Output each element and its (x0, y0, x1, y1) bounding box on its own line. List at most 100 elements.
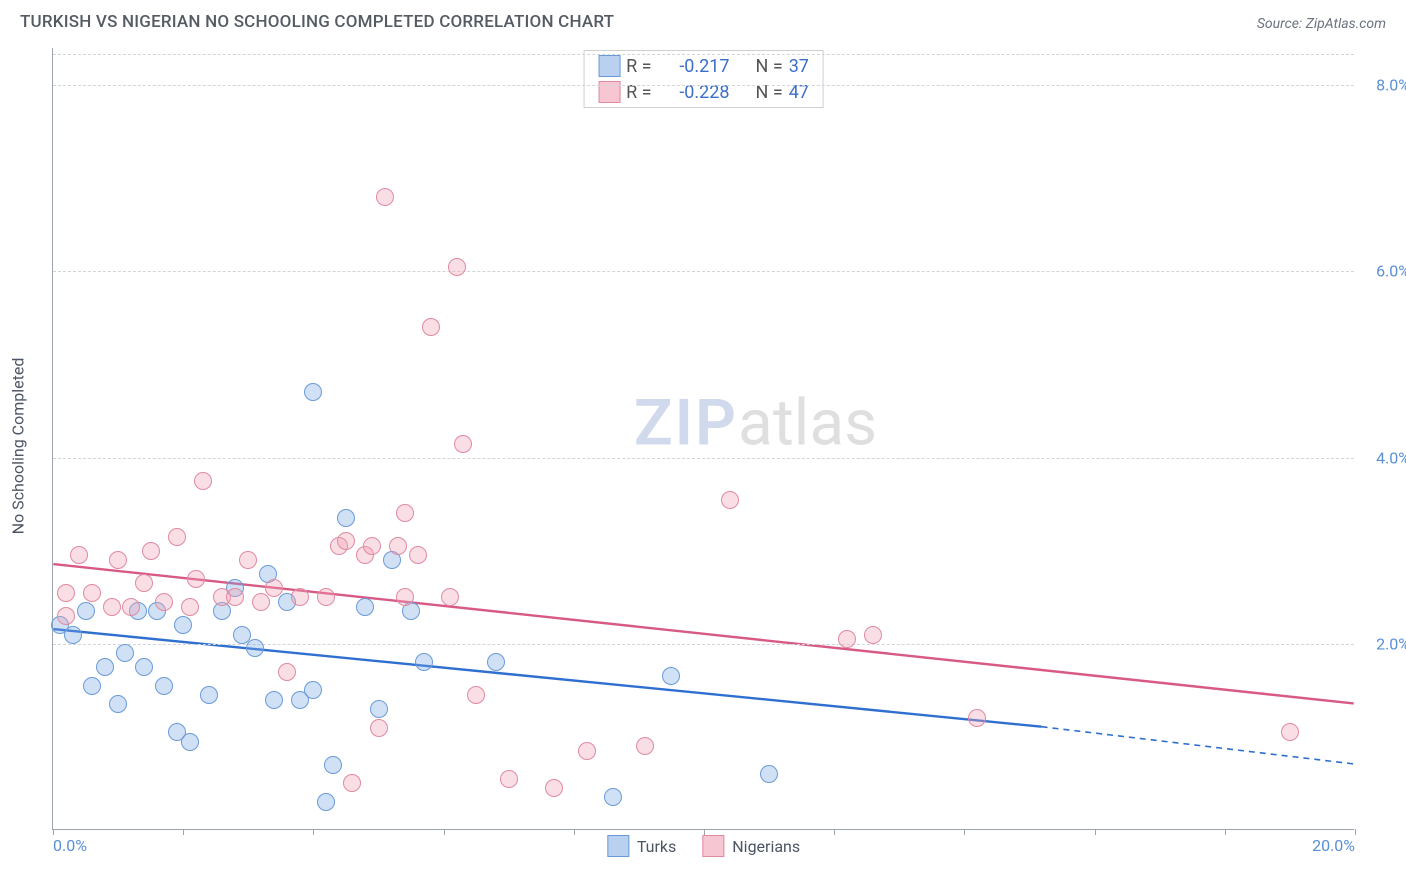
scatter-point (409, 546, 427, 564)
scatter-point (155, 593, 173, 611)
scatter-point (1281, 723, 1299, 741)
legend-swatch (702, 835, 724, 857)
x-tick (834, 829, 835, 835)
scatter-point (70, 546, 88, 564)
scatter-point (838, 630, 856, 648)
scatter-point (265, 691, 283, 709)
scatter-point (441, 588, 459, 606)
scatter-point (135, 574, 153, 592)
scatter-point (389, 537, 407, 555)
scatter-point (324, 756, 342, 774)
x-tick (964, 829, 965, 835)
x-tick (704, 829, 705, 835)
scatter-point (578, 742, 596, 760)
legend-swatch (607, 835, 629, 857)
scatter-point (317, 588, 335, 606)
scatter-point (363, 537, 381, 555)
scatter-point (96, 658, 114, 676)
scatter-point (304, 383, 322, 401)
chart-container: TURKISH VS NIGERIAN NO SCHOOLING COMPLET… (0, 0, 1406, 892)
y-axis-title: No Schooling Completed (9, 358, 28, 535)
x-tick (1225, 829, 1226, 835)
header: TURKISH VS NIGERIAN NO SCHOOLING COMPLET… (0, 0, 1406, 38)
x-tick (574, 829, 575, 835)
scatter-point (168, 528, 186, 546)
scatter-point (109, 695, 127, 713)
x-tick-label: 20.0% (1312, 836, 1355, 855)
stat-n-label: N = (756, 56, 783, 77)
scatter-point (337, 532, 355, 550)
trend-line-dashed (1042, 727, 1354, 764)
legend-swatch (598, 55, 620, 77)
scatter-point (103, 598, 121, 616)
chart-title: TURKISH VS NIGERIAN NO SCHOOLING COMPLET… (20, 12, 614, 32)
stat-n-value: 37 (789, 56, 809, 77)
scatter-point (57, 584, 75, 602)
plot-area: ZIPatlas R =-0.217N =37R =-0.228N =47 Tu… (52, 48, 1354, 830)
legend-label: Nigerians (732, 837, 800, 856)
scatter-point (968, 709, 986, 727)
scatter-point (57, 607, 75, 625)
x-tick (183, 829, 184, 835)
scatter-point (337, 509, 355, 527)
y-tick-label: 2.0% (1376, 634, 1406, 653)
scatter-point (109, 551, 127, 569)
scatter-point (500, 770, 518, 788)
scatter-point (467, 686, 485, 704)
stat-r-label: R = (626, 56, 651, 77)
scatter-point (304, 681, 322, 699)
scatter-point (760, 765, 778, 783)
y-tick-label: 6.0% (1376, 262, 1406, 281)
legend-label: Turks (637, 837, 676, 856)
scatter-point (246, 639, 264, 657)
scatter-point (454, 435, 472, 453)
scatter-point (370, 700, 388, 718)
trend-lines-svg (53, 48, 1354, 829)
scatter-point (116, 644, 134, 662)
gridline-h (53, 458, 1354, 459)
scatter-point (83, 584, 101, 602)
x-tick (1355, 829, 1356, 835)
scatter-point (64, 626, 82, 644)
x-tick (313, 829, 314, 835)
scatter-point (662, 667, 680, 685)
legend-item: Nigerians (702, 835, 800, 857)
scatter-point (83, 677, 101, 695)
scatter-point (396, 588, 414, 606)
scatter-point (122, 598, 140, 616)
x-tick-label: 0.0% (53, 836, 87, 855)
scatter-point (356, 598, 374, 616)
legend-item: Turks (607, 835, 676, 857)
scatter-point (636, 737, 654, 755)
x-tick (444, 829, 445, 835)
y-tick-label: 4.0% (1376, 448, 1406, 467)
gridline-h (53, 85, 1354, 86)
y-tick-label: 8.0% (1376, 76, 1406, 95)
scatter-point (200, 686, 218, 704)
scatter-point (142, 542, 160, 560)
scatter-point (487, 653, 505, 671)
scatter-point (174, 616, 192, 634)
scatter-point (422, 318, 440, 336)
x-tick (53, 829, 54, 835)
scatter-point (181, 598, 199, 616)
scatter-point (604, 788, 622, 806)
scatter-point (317, 793, 335, 811)
scatter-point (265, 579, 283, 597)
stats-legend-box: R = -0.217 N = 37R =-0.228N =47 (583, 50, 824, 108)
scatter-point (376, 188, 394, 206)
scatter-point (448, 258, 466, 276)
scatter-point (135, 658, 153, 676)
scatter-point (396, 504, 414, 522)
x-tick (1095, 829, 1096, 835)
stat-r-value: -0.217 (658, 56, 730, 77)
stats-row: R =-0.228N =47 (584, 79, 823, 105)
stats-row: R = -0.217 N = 37 (584, 53, 823, 79)
scatter-point (252, 593, 270, 611)
scatter-point (187, 570, 205, 588)
gridline-h (53, 54, 1354, 55)
scatter-point (239, 551, 257, 569)
series-legend: Turks Nigerians (607, 835, 800, 857)
scatter-point (721, 491, 739, 509)
scatter-point (77, 602, 95, 620)
